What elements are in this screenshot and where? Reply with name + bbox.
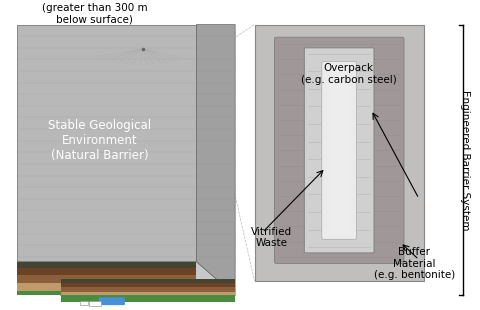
Polygon shape — [17, 275, 196, 283]
FancyBboxPatch shape — [275, 37, 404, 264]
FancyBboxPatch shape — [323, 62, 356, 238]
FancyBboxPatch shape — [304, 48, 374, 253]
Polygon shape — [17, 268, 196, 281]
Polygon shape — [17, 262, 196, 268]
Polygon shape — [17, 283, 196, 291]
FancyBboxPatch shape — [326, 66, 352, 235]
Text: Overpack
(e.g. carbon steel): Overpack (e.g. carbon steel) — [301, 63, 397, 85]
Polygon shape — [17, 268, 196, 275]
Polygon shape — [17, 291, 196, 295]
Polygon shape — [61, 283, 235, 288]
Text: Stable Geological
Environment
(Natural Barrier): Stable Geological Environment (Natural B… — [48, 119, 151, 162]
Polygon shape — [61, 287, 235, 292]
FancyBboxPatch shape — [322, 61, 357, 239]
Polygon shape — [17, 262, 235, 295]
Polygon shape — [61, 295, 235, 302]
Polygon shape — [61, 295, 235, 302]
Text: Engineered Barrier System: Engineered Barrier System — [460, 90, 470, 230]
Text: Buffer
Material
(e.g. bentonite): Buffer Material (e.g. bentonite) — [373, 247, 455, 280]
Polygon shape — [196, 24, 235, 295]
Polygon shape — [17, 24, 196, 262]
FancyBboxPatch shape — [99, 297, 125, 305]
Polygon shape — [61, 295, 235, 296]
Bar — [254, 24, 424, 281]
Polygon shape — [17, 262, 196, 268]
Polygon shape — [61, 288, 235, 293]
Text: Vitrified
Waste: Vitrified Waste — [252, 227, 292, 248]
Polygon shape — [61, 295, 235, 302]
Text: (greater than 300 m
below surface): (greater than 300 m below surface) — [42, 3, 148, 24]
Polygon shape — [61, 279, 235, 283]
Bar — [89, 301, 101, 306]
Bar — [80, 301, 88, 305]
Polygon shape — [61, 293, 235, 295]
FancyBboxPatch shape — [330, 70, 348, 231]
Polygon shape — [61, 292, 235, 295]
Polygon shape — [61, 283, 235, 287]
Polygon shape — [17, 281, 196, 291]
Polygon shape — [17, 291, 196, 295]
